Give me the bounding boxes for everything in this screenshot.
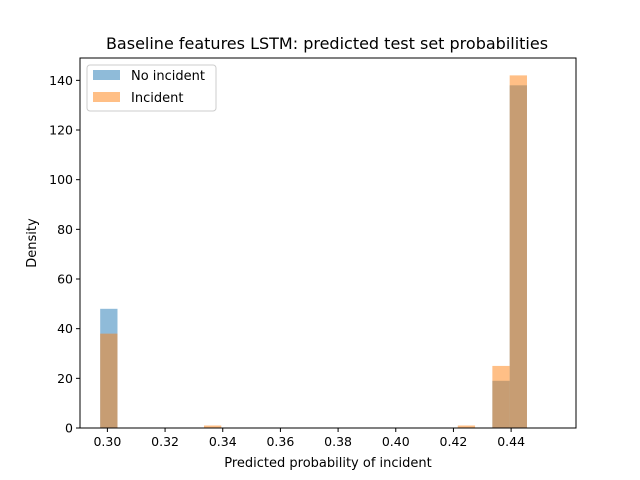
legend: No incident Incident	[86, 64, 217, 112]
bar-incident-4	[509, 75, 527, 428]
y-axis-label: Density	[25, 218, 40, 268]
y-tick-label: 0	[65, 421, 73, 436]
bar-incident-2	[457, 425, 476, 428]
x-tick-label: 0.40	[382, 434, 410, 449]
x-axis-label: Predicted probability of incident	[224, 456, 432, 471]
chart-title: Baseline features LSTM: predicted test s…	[106, 34, 548, 53]
legend-label-incident: Incident	[131, 91, 183, 106]
legend-label-no-incident: No incident	[131, 69, 205, 84]
legend-swatch-no-incident	[93, 70, 120, 80]
x-tick-label: 0.32	[151, 434, 179, 449]
y-tick-label: 120	[49, 123, 73, 138]
legend-swatch-incident	[93, 92, 120, 102]
y-axis-ticks: 0 20 40 60 80 100 120 140	[49, 73, 80, 436]
y-tick-label: 100	[49, 172, 73, 187]
x-axis-ticks: 0.30 0.32 0.34 0.36 0.38 0.40 0.42 0.44	[93, 428, 525, 449]
x-tick-label: 0.42	[440, 434, 468, 449]
plot-frame	[79, 57, 577, 429]
bar-incident-1	[204, 425, 222, 428]
bar-incident-3	[492, 365, 510, 428]
y-tick-label: 40	[57, 321, 73, 336]
y-tick-label: 60	[57, 272, 73, 287]
x-tick-label: 0.36	[266, 434, 294, 449]
bars-group	[100, 75, 527, 429]
x-tick-label: 0.38	[324, 434, 352, 449]
y-tick-label: 20	[57, 371, 73, 386]
x-tick-label: 0.30	[93, 434, 121, 449]
x-tick-label: 0.44	[497, 434, 525, 449]
y-tick-label: 80	[57, 222, 73, 237]
bar-incident-0	[100, 333, 118, 428]
x-tick-label: 0.34	[209, 434, 237, 449]
y-tick-label: 140	[49, 73, 73, 88]
